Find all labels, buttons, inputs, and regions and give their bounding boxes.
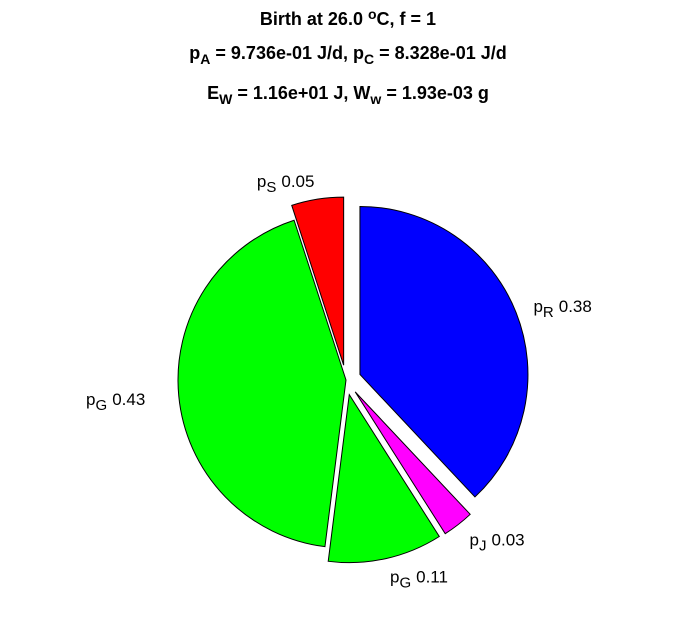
title-text: w [369, 91, 381, 107]
label-value: 0.03 [492, 530, 525, 549]
title-text: A [200, 51, 210, 67]
title-text: Birth at 26.0 [260, 9, 368, 29]
title-text: = 1.16e+01 J, W [232, 83, 370, 103]
title-text: = 8.328e-01 J/d [374, 43, 507, 63]
label-sub: G [96, 397, 108, 414]
slice-label: pJ 0.03 [470, 530, 525, 554]
title-text: = 1.93e-03 g [381, 83, 489, 103]
chart-title: Birth at 26.0 oC, f = 1 [260, 6, 436, 29]
slice-label: pG 0.43 [86, 390, 145, 414]
chart-title: EW = 1.16e+01 J, Ww = 1.93e-03 g [207, 83, 489, 107]
label-name: p [533, 297, 542, 316]
slice-label: pR 0.38 [533, 297, 591, 321]
title-text: C, f = 1 [377, 9, 437, 29]
slice-label: pG 0.11 [390, 568, 448, 592]
pie-slice [359, 205, 529, 498]
chart-title: pA = 9.736e-01 J/d, pC = 8.328e-01 J/d [189, 43, 506, 67]
title-text: o [368, 6, 377, 22]
label-sub: J [479, 538, 487, 555]
label-name: p [86, 390, 95, 409]
pie-slice [177, 219, 347, 548]
title-text: W [219, 91, 233, 107]
label-value: 0.11 [416, 568, 448, 587]
title-text: p [189, 43, 200, 63]
label-name: p [390, 568, 399, 587]
label-sub: G [399, 575, 411, 592]
label-value: 0.38 [559, 297, 592, 316]
label-value: 0.05 [281, 172, 314, 191]
pie-slice [327, 393, 440, 564]
label-name: p [470, 530, 479, 549]
label-sub: R [543, 304, 554, 321]
slice-label: pS 0.05 [257, 172, 315, 196]
label-name: p [257, 172, 266, 191]
pie-slice [354, 391, 471, 535]
title-text: E [207, 83, 219, 103]
title-text: C [364, 51, 374, 67]
label-value: 0.43 [112, 390, 145, 409]
title-text: = 9.736e-01 J/d, p [210, 43, 364, 63]
label-sub: S [266, 179, 276, 196]
pie-slice [291, 196, 345, 366]
